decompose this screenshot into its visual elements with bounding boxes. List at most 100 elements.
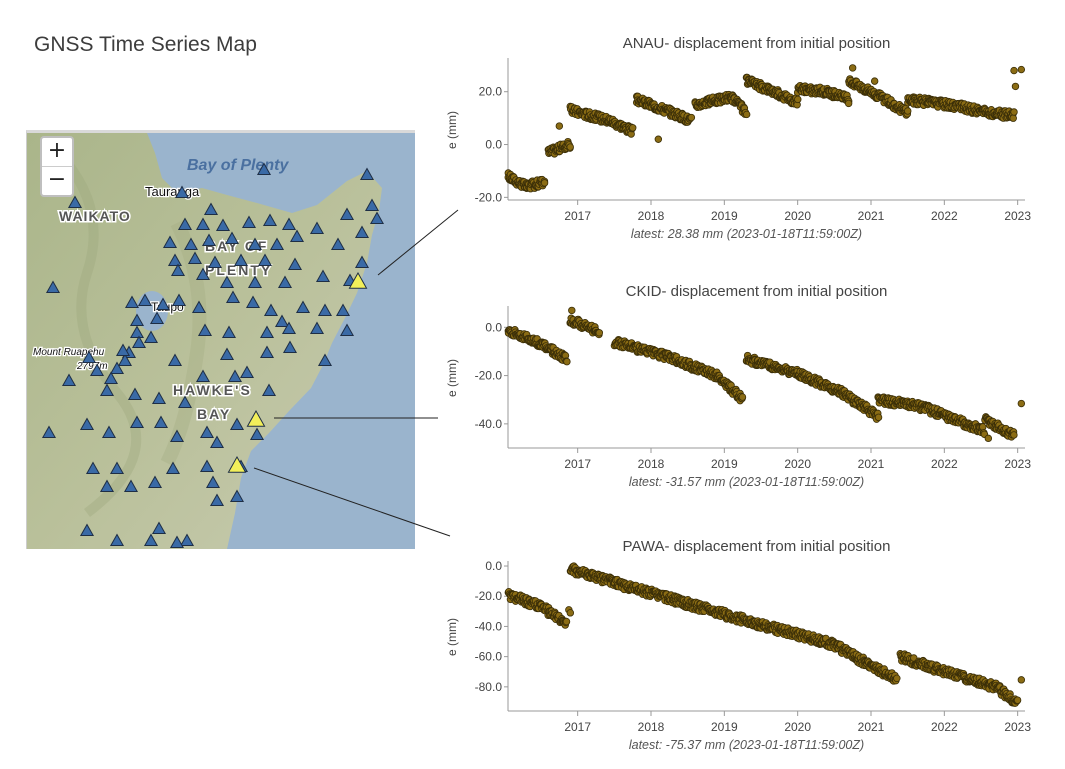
station-marker[interactable]	[85, 461, 101, 475]
station-marker[interactable]	[221, 325, 237, 339]
station-marker[interactable]	[259, 345, 275, 359]
station-marker[interactable]	[137, 293, 153, 307]
station-marker[interactable]	[191, 300, 207, 314]
zoom-out-button[interactable]: −	[47, 167, 67, 192]
selected-station-marker-anau[interactable]	[348, 271, 368, 289]
station-marker[interactable]	[169, 535, 185, 549]
station-marker[interactable]	[195, 369, 211, 383]
station-marker[interactable]	[339, 207, 355, 221]
station-marker[interactable]	[177, 395, 193, 409]
station-marker[interactable]	[257, 253, 273, 267]
station-marker[interactable]	[169, 429, 185, 443]
station-marker[interactable]	[165, 461, 181, 475]
station-marker[interactable]	[269, 237, 285, 251]
station-marker[interactable]	[249, 427, 265, 441]
station-marker[interactable]	[155, 297, 171, 311]
station-marker[interactable]	[209, 435, 225, 449]
zoom-control[interactable]: + −	[40, 136, 74, 197]
station-map[interactable]: Bay of Plenty Tauranga WAIKATO BAY OF PL…	[26, 130, 415, 549]
station-marker[interactable]	[79, 523, 95, 537]
station-marker[interactable]	[174, 185, 190, 199]
station-marker[interactable]	[109, 533, 125, 547]
station-marker[interactable]	[315, 269, 331, 283]
station-marker[interactable]	[151, 391, 167, 405]
station-marker[interactable]	[99, 383, 115, 397]
station-marker[interactable]	[143, 533, 159, 547]
station-marker[interactable]	[289, 229, 305, 243]
station-marker[interactable]	[274, 314, 290, 328]
zoom-in-button[interactable]: +	[42, 138, 72, 167]
station-marker[interactable]	[171, 293, 187, 307]
station-marker[interactable]	[247, 237, 263, 251]
station-marker[interactable]	[147, 475, 163, 489]
station-marker[interactable]	[199, 425, 215, 439]
station-marker[interactable]	[101, 425, 117, 439]
station-marker[interactable]	[281, 321, 297, 335]
station-marker[interactable]	[67, 195, 83, 209]
station-marker[interactable]	[229, 417, 245, 431]
station-marker[interactable]	[245, 295, 261, 309]
station-marker[interactable]	[335, 303, 351, 317]
station-marker[interactable]	[115, 343, 131, 357]
station-marker[interactable]	[179, 533, 195, 547]
station-marker[interactable]	[197, 323, 213, 337]
station-marker[interactable]	[207, 255, 223, 269]
station-marker[interactable]	[259, 325, 275, 339]
station-marker[interactable]	[123, 479, 139, 493]
station-marker[interactable]	[109, 461, 125, 475]
station-marker[interactable]	[61, 373, 77, 387]
map-basemap[interactable]: Bay of Plenty Tauranga WAIKATO BAY OF PL…	[27, 133, 415, 549]
station-marker[interactable]	[262, 213, 278, 227]
station-marker[interactable]	[79, 417, 95, 431]
station-marker[interactable]	[131, 335, 147, 349]
station-marker[interactable]	[109, 361, 125, 375]
station-marker[interactable]	[247, 275, 263, 289]
station-markers[interactable]	[41, 162, 385, 549]
station-marker[interactable]	[261, 383, 277, 397]
station-marker[interactable]	[177, 217, 193, 231]
station-marker[interactable]	[203, 202, 219, 216]
station-marker[interactable]	[317, 353, 333, 367]
station-marker[interactable]	[201, 233, 217, 247]
station-marker[interactable]	[187, 251, 203, 265]
station-marker[interactable]	[162, 235, 178, 249]
station-marker[interactable]	[153, 415, 169, 429]
station-marker[interactable]	[127, 387, 143, 401]
selected-station-marker-pawa[interactable]	[227, 455, 247, 473]
station-marker[interactable]	[309, 221, 325, 235]
station-marker[interactable]	[281, 217, 297, 231]
station-marker[interactable]	[224, 231, 240, 245]
station-marker[interactable]	[124, 295, 140, 309]
station-marker[interactable]	[149, 311, 165, 325]
station-marker[interactable]	[330, 237, 346, 251]
station-marker[interactable]	[227, 369, 243, 383]
station-marker[interactable]	[364, 198, 380, 212]
station-marker[interactable]	[89, 363, 105, 377]
station-marker[interactable]	[287, 257, 303, 271]
station-marker[interactable]	[129, 325, 145, 339]
station-marker[interactable]	[195, 217, 211, 231]
station-marker[interactable]	[256, 162, 272, 176]
station-marker[interactable]	[195, 267, 211, 281]
station-marker[interactable]	[282, 340, 298, 354]
station-marker[interactable]	[339, 323, 355, 337]
station-marker[interactable]	[199, 459, 215, 473]
station-marker[interactable]	[151, 521, 167, 535]
station-marker[interactable]	[263, 303, 279, 317]
station-marker[interactable]	[309, 321, 325, 335]
station-marker[interactable]	[354, 225, 370, 239]
station-marker[interactable]	[170, 263, 186, 277]
station-marker[interactable]	[241, 215, 257, 229]
station-marker[interactable]	[167, 253, 183, 267]
station-marker[interactable]	[215, 218, 231, 232]
station-marker[interactable]	[129, 415, 145, 429]
station-marker[interactable]	[219, 275, 235, 289]
station-marker[interactable]	[183, 237, 199, 251]
station-marker[interactable]	[205, 475, 221, 489]
station-marker[interactable]	[317, 303, 333, 317]
station-marker[interactable]	[209, 493, 225, 507]
station-marker[interactable]	[41, 425, 57, 439]
station-marker[interactable]	[45, 280, 61, 294]
station-marker[interactable]	[295, 300, 311, 314]
station-marker[interactable]	[103, 371, 119, 385]
